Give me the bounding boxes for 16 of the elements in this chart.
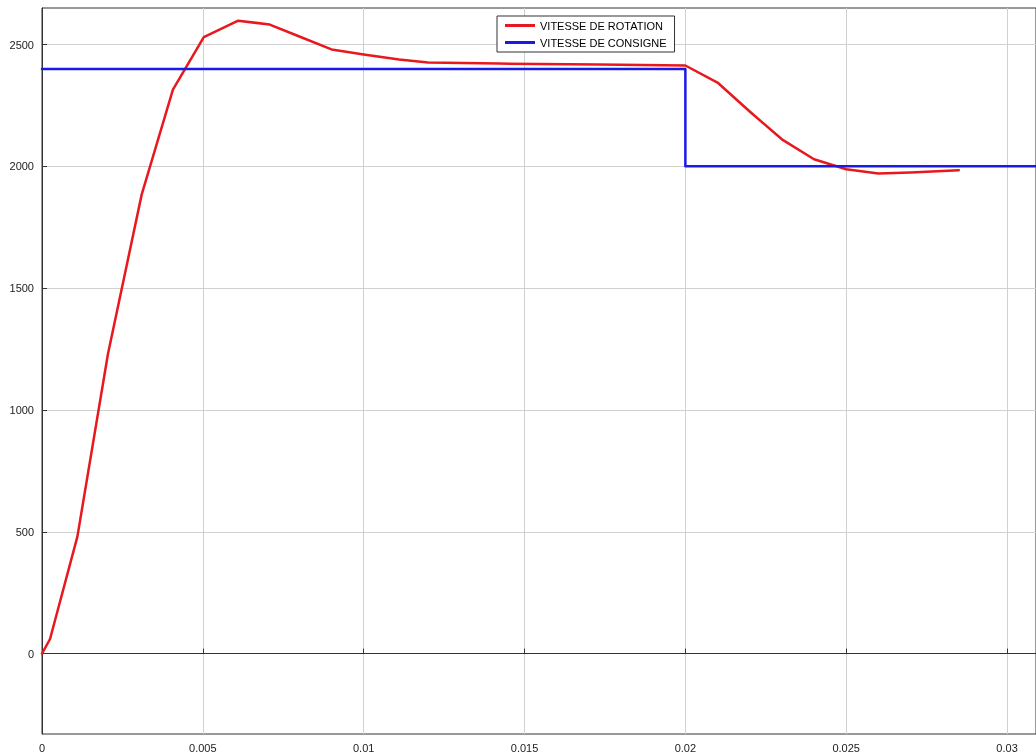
legend-label: VITESSE DE ROTATION [540,19,664,32]
y-tick-label: 1000 [9,403,34,416]
y-tick-label: 2000 [9,160,34,173]
y-tick-label: 1500 [9,282,34,295]
y-tick-label: 2500 [9,38,34,51]
x-tick-label: 0.03 [996,741,1018,753]
x-tick-label: 0.01 [352,741,375,753]
x-tick-label: 0.025 [832,741,860,753]
legend-label: VITESSE DE CONSIGNE [540,36,667,49]
line-series [40,19,961,655]
x-tick-label: 0 [38,741,46,753]
y-tick-label: 0 [27,647,34,660]
x-tick-label: 0.015 [510,741,539,753]
x-tick-label: 0.005 [189,741,217,753]
y-tick-label: 500 [15,525,34,538]
x-tick-label: 0.02 [674,741,697,753]
